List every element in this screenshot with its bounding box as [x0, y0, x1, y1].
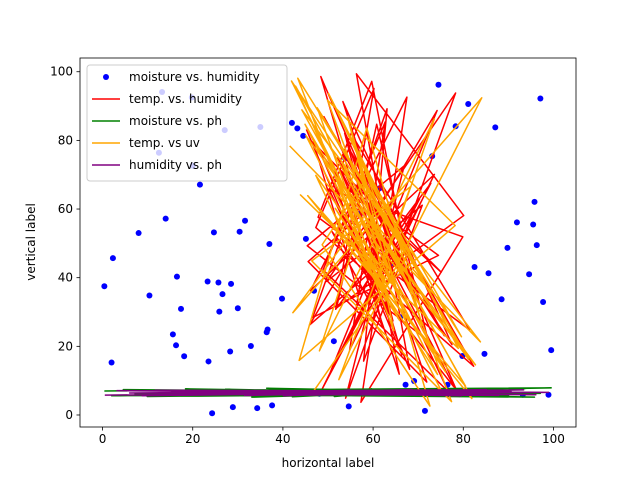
- scatter-point: [173, 273, 180, 280]
- scatter-point: [545, 391, 552, 398]
- scatter-point: [302, 235, 309, 242]
- legend-label: humidity vs. ph: [129, 158, 222, 172]
- scatter-point: [288, 119, 295, 126]
- legend: moisture vs. humidity temp. vs. humidity m…: [86, 64, 288, 182]
- scatter-point: [513, 219, 520, 226]
- scatter-point: [108, 359, 115, 366]
- scatter-point: [205, 358, 212, 365]
- scatter-point: [219, 291, 226, 298]
- y-tick-label: 60: [58, 202, 73, 216]
- axes-frame: [79, 57, 577, 428]
- scatter-point: [526, 271, 533, 278]
- scatter-point: [228, 280, 235, 287]
- scatter-point: [471, 264, 478, 271]
- y-axis-label: vertical label: [24, 203, 38, 281]
- x-tick-label: 100: [542, 432, 565, 446]
- legend-marker: [103, 74, 109, 80]
- y-tick-label: 20: [58, 339, 73, 353]
- x-tick-label: 0: [99, 432, 107, 446]
- scatter-point: [204, 278, 211, 285]
- scatter-point: [533, 242, 540, 249]
- scatter-point: [242, 217, 249, 224]
- scatter-point: [279, 295, 286, 302]
- y-tick-label: 0: [65, 408, 73, 422]
- scatter-point: [531, 198, 538, 205]
- x-axis-label: horizontal label: [282, 456, 375, 470]
- scatter-point: [492, 124, 499, 131]
- scatter-point: [215, 279, 222, 286]
- scatter-point: [345, 403, 352, 410]
- scatter-point: [254, 405, 261, 412]
- x-tick-label: 80: [456, 432, 471, 446]
- scatter-point: [266, 241, 273, 248]
- scatter-point: [196, 181, 203, 188]
- scatter-point: [247, 342, 254, 349]
- series-line-4: [104, 388, 550, 397]
- scatter-point: [135, 230, 142, 237]
- scatter-point: [504, 244, 511, 251]
- scatter-point: [181, 353, 188, 360]
- scatter-point: [229, 404, 236, 411]
- scatter-point: [465, 101, 472, 107]
- scatter-point: [435, 81, 442, 88]
- scatter-point: [540, 299, 547, 306]
- x-tick-label: 20: [185, 432, 200, 446]
- scatter-point: [294, 125, 301, 132]
- scatter-point: [264, 326, 271, 333]
- scatter-point: [530, 221, 537, 228]
- scatter-point: [169, 331, 176, 338]
- scatter-point: [146, 292, 153, 299]
- scatter-point: [216, 308, 223, 315]
- scatter-point: [101, 283, 108, 290]
- scatter-point: [481, 350, 488, 357]
- x-tick-label: 40: [275, 432, 290, 446]
- scatter-point: [209, 410, 216, 417]
- scatter-point: [421, 407, 428, 414]
- scatter-point: [269, 402, 276, 409]
- series-line-3: [289, 77, 483, 407]
- scatter-point: [548, 347, 555, 354]
- scatter-point: [236, 228, 243, 235]
- scatter-point: [498, 296, 505, 303]
- scatter-point: [173, 342, 180, 349]
- legend-label: temp. vs. humidity: [129, 92, 242, 106]
- y-tick-label: 40: [58, 271, 73, 285]
- scatter-point: [402, 381, 409, 388]
- scatter-point: [162, 215, 169, 222]
- scatter-point: [210, 229, 217, 236]
- legend-label: moisture vs. ph: [129, 114, 222, 128]
- scatter-point: [537, 95, 544, 102]
- y-tick-label: 100: [50, 65, 73, 79]
- legend-label: temp. vs uv: [129, 136, 200, 150]
- scatter-point: [109, 255, 116, 262]
- scatter-point: [300, 132, 307, 139]
- y-tick-label: 80: [58, 133, 73, 147]
- scatter-point: [227, 348, 234, 355]
- scatter-point: [485, 270, 492, 277]
- scatter-point: [178, 305, 184, 312]
- axes-layer: 0 20 40 60 80 100 0 20 40 60 80 100: [50, 57, 577, 446]
- scatter-point: [330, 338, 337, 345]
- legend-box: [86, 64, 288, 182]
- legend-label: moisture vs. humidity: [129, 70, 260, 84]
- x-tick-label: 60: [365, 432, 380, 446]
- scatter-point: [234, 305, 241, 312]
